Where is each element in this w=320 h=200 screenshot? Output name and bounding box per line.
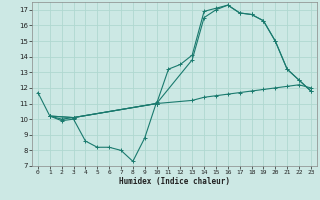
X-axis label: Humidex (Indice chaleur): Humidex (Indice chaleur) xyxy=(119,177,230,186)
